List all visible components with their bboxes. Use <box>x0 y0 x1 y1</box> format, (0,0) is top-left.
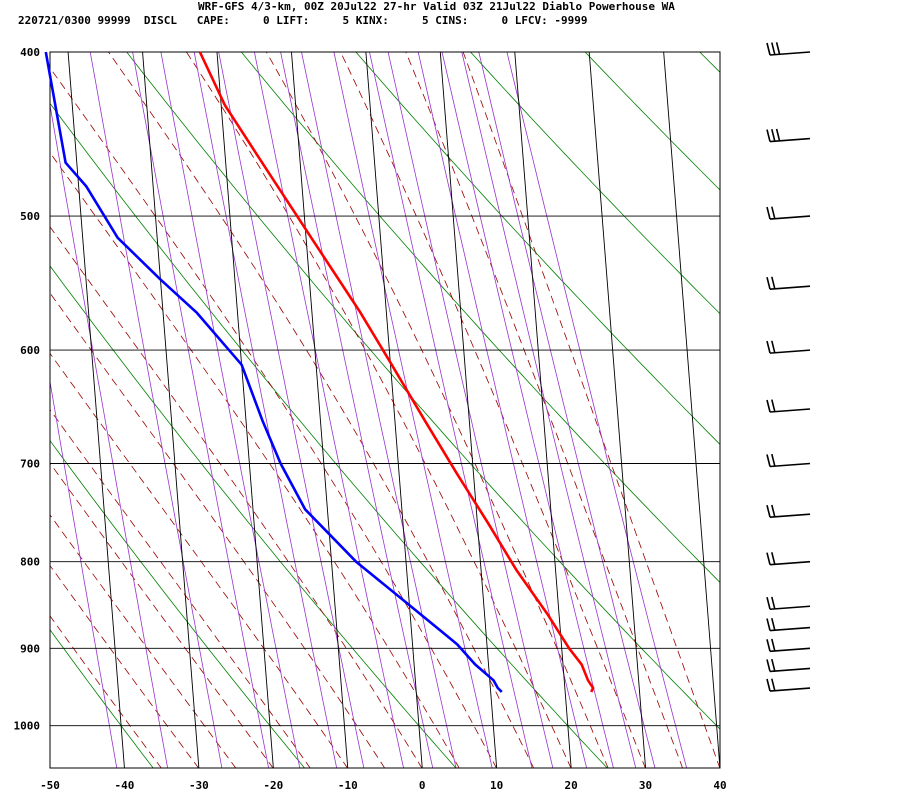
isotherm-line <box>216 52 274 768</box>
plot-frame <box>49 51 721 769</box>
wind-barb <box>766 552 811 566</box>
dry-adiabat <box>240 52 720 583</box>
mixing-ratio-line <box>441 52 614 768</box>
moist-adiabat <box>50 615 162 768</box>
isotherm-line <box>67 52 125 768</box>
chart-subtitle: 220721/0300 99999 DISCL CAPE: 0 LIFT: 5 … <box>18 14 588 27</box>
wind-barb <box>766 276 811 290</box>
dry-adiabat <box>50 440 306 768</box>
moist-adiabat <box>50 462 274 768</box>
isotherm-line <box>735 14 794 768</box>
x-tick-label: -30 <box>189 779 209 792</box>
isotherm-line <box>142 52 200 768</box>
dry-adiabat <box>126 52 720 730</box>
wind-barb <box>766 42 811 56</box>
wind-barb <box>766 128 811 143</box>
mixing-ratio-line <box>301 52 457 768</box>
isotherm-line <box>588 52 647 768</box>
wind-barbs <box>766 42 811 692</box>
wind-barb <box>766 618 811 632</box>
mixing-ratio-line <box>193 52 338 768</box>
moist-adiabat <box>340 52 646 768</box>
mixing-ratio-line <box>506 52 688 768</box>
isotherm-line <box>810 14 869 768</box>
moist-adiabat <box>405 52 684 768</box>
mixing-ratio-line <box>132 52 269 768</box>
dry-adiabat <box>584 52 720 191</box>
mixing-ratio-line <box>50 379 118 768</box>
mixing-ratio-line <box>280 52 434 768</box>
mixing-ratio-line <box>50 102 168 768</box>
x-tick-label: 30 <box>639 779 652 792</box>
dry-adiabat <box>888 14 900 768</box>
mixing-ratio-line <box>461 52 637 768</box>
y-tick-label: 1000 <box>14 720 41 733</box>
isotherm-line <box>439 52 498 768</box>
moist-adiabat <box>108 52 535 768</box>
wind-barb <box>766 399 811 413</box>
wind-barb <box>766 453 811 468</box>
dry-adiabat <box>50 629 154 768</box>
y-tick-label: 600 <box>20 344 40 357</box>
x-tick-label: -40 <box>115 779 135 792</box>
y-tick-label: 700 <box>20 457 40 470</box>
wind-barb <box>766 206 811 220</box>
wind-barb <box>766 504 811 519</box>
dry-adiabat <box>699 52 720 73</box>
x-tick-label: 40 <box>713 779 726 792</box>
dewpoint-profile <box>44 51 503 693</box>
x-tick-label: -50 <box>40 779 60 792</box>
moist-adiabat <box>50 352 348 768</box>
y-tick-label: 400 <box>20 46 40 59</box>
moist-adiabat <box>50 152 460 768</box>
mixing-ratio-line <box>160 52 301 768</box>
y-tick-label: 900 <box>20 642 40 655</box>
wind-barb <box>766 678 811 692</box>
isotherm-line <box>514 52 572 768</box>
mixing-ratio-line <box>89 52 223 768</box>
mixing-ratio-line <box>478 52 656 768</box>
wind-barb <box>766 596 811 611</box>
y-tick-label: 800 <box>20 556 40 569</box>
chart-title: WRF-GFS 4/3-km, 00Z 20Jul22 27-hr Valid … <box>198 0 675 13</box>
isotherm-line <box>291 52 349 768</box>
mixing-ratio-line <box>369 52 533 768</box>
isotherm-line <box>365 52 423 768</box>
mixing-ratio-line <box>417 52 588 768</box>
x-tick-label: -20 <box>263 779 283 792</box>
moist-adiabat <box>462 52 720 768</box>
mixing-ratio-line <box>253 52 404 768</box>
y-tick-label: 500 <box>20 210 40 223</box>
x-tick-label: 10 <box>490 779 503 792</box>
dry-adiabat <box>469 52 720 315</box>
x-tick-label: -10 <box>338 779 358 792</box>
dry-adiabat <box>50 102 608 768</box>
mixing-ratio-line <box>333 52 493 768</box>
profiles <box>44 51 595 693</box>
wind-barb <box>766 340 811 354</box>
moist-adiabat <box>50 409 311 768</box>
moist-adiabat <box>50 67 497 768</box>
isotherm-line <box>663 52 720 768</box>
moist-adiabat <box>50 226 423 768</box>
moist-adiabat <box>265 52 609 768</box>
moist-adiabat <box>50 292 386 768</box>
dry-adiabat <box>50 265 457 768</box>
dry-adiabat <box>355 52 720 445</box>
x-tick-label: 0 <box>419 779 426 792</box>
background-lines <box>50 14 900 768</box>
wind-barb <box>766 658 811 673</box>
mixing-ratio-line <box>218 52 365 768</box>
mixing-ratio-line <box>387 52 554 768</box>
temperature-profile <box>198 51 595 693</box>
wind-barb <box>766 638 811 653</box>
grid <box>50 14 869 768</box>
tick-labels: -50 -40 -30 -20 -10 0 10 20 30 40 400 500 600 700 800 9… <box>14 46 727 792</box>
x-tick-label: 20 <box>564 779 577 792</box>
dry-adiabat <box>775 14 900 768</box>
